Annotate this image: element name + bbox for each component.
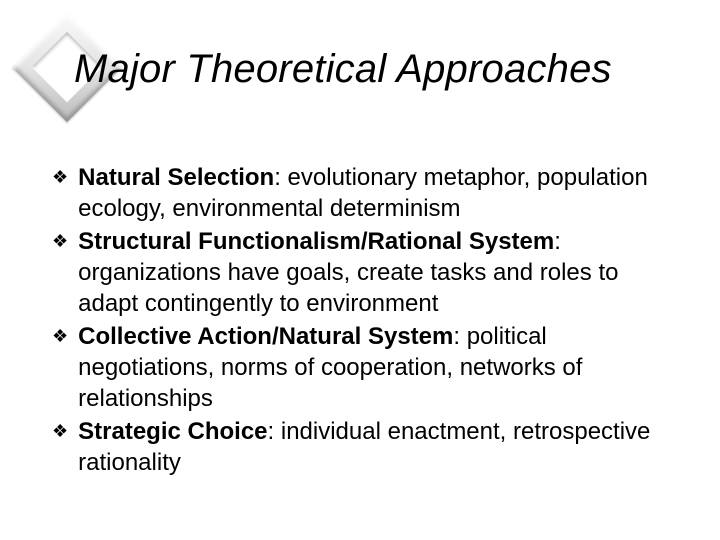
list-item: ❖ Structural Functionalism/Rational Syst… bbox=[52, 226, 680, 319]
slide-title: Major Theoretical Approaches bbox=[74, 48, 700, 90]
list-item: ❖ Natural Selection: evolutionary metaph… bbox=[52, 162, 680, 224]
list-item-text: Collective Action/Natural System: politi… bbox=[78, 321, 680, 414]
slide-body: ❖ Natural Selection: evolutionary metaph… bbox=[52, 162, 680, 480]
list-item: ❖ Collective Action/Natural System: poli… bbox=[52, 321, 680, 414]
term: Structural Functionalism/Rational System bbox=[78, 228, 554, 255]
list-item-text: Strategic Choice: individual enactment, … bbox=[78, 416, 680, 478]
list-item-text: Natural Selection: evolutionary metaphor… bbox=[78, 162, 680, 224]
term: Natural Selection bbox=[78, 164, 274, 191]
diamond-bullet-icon: ❖ bbox=[52, 321, 68, 352]
diamond-bullet-icon: ❖ bbox=[52, 416, 68, 447]
list-item-text: Structural Functionalism/Rational System… bbox=[78, 226, 680, 319]
slide: Major Theoretical Approaches ❖ Natural S… bbox=[0, 0, 720, 540]
term: Collective Action/Natural System bbox=[78, 323, 453, 350]
list-item: ❖ Strategic Choice: individual enactment… bbox=[52, 416, 680, 478]
diamond-bullet-icon: ❖ bbox=[52, 162, 68, 193]
term: Strategic Choice bbox=[78, 418, 267, 445]
diamond-bullet-icon: ❖ bbox=[52, 226, 68, 257]
